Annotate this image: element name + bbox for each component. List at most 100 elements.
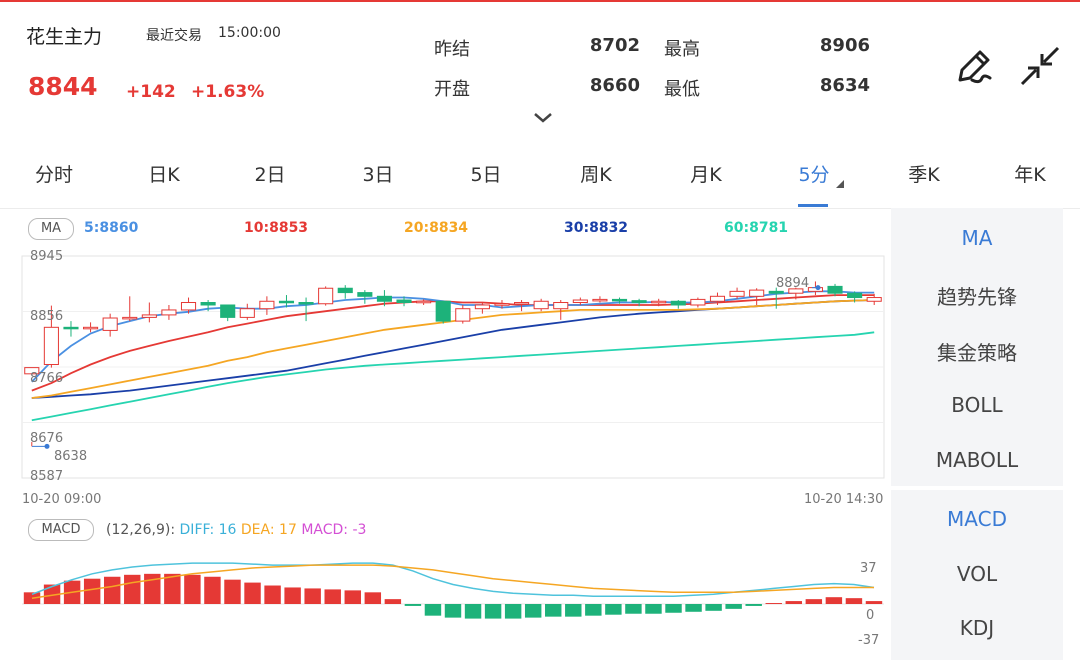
candle-body bbox=[768, 290, 784, 294]
indicator-boll[interactable]: BOLL bbox=[951, 393, 1003, 417]
macd-bar bbox=[785, 601, 803, 604]
macd-badge[interactable]: MACD bbox=[28, 519, 94, 541]
candle-body bbox=[122, 316, 138, 320]
macd-bar bbox=[103, 576, 121, 604]
candle-body bbox=[337, 287, 353, 294]
pen-draw-icon[interactable] bbox=[952, 44, 996, 88]
candle-body bbox=[435, 300, 451, 322]
macd-tick-label: 0 bbox=[866, 608, 875, 623]
tab-monthly[interactable]: 月K bbox=[690, 164, 722, 186]
last-price: 8844 bbox=[28, 72, 98, 101]
max-price-marker: 8894 bbox=[776, 276, 810, 291]
ma10-line bbox=[31, 294, 875, 392]
candle-body bbox=[24, 367, 40, 375]
macd-bar bbox=[484, 604, 502, 619]
macd-bar bbox=[865, 601, 883, 604]
macd-bar bbox=[665, 604, 682, 613]
candle-body bbox=[200, 302, 216, 306]
collapse-arrows-icon[interactable] bbox=[1018, 44, 1062, 88]
tab-quarterly[interactable]: 季K bbox=[908, 164, 940, 186]
macd-tick-label: 37 bbox=[860, 561, 877, 576]
indicator-vol[interactable]: VOL bbox=[956, 562, 998, 586]
macd-tick-label: -37 bbox=[858, 633, 880, 648]
indicator-gold-strategy[interactable]: 集金策略 bbox=[937, 341, 1017, 365]
trade-time: 15:00:00 bbox=[218, 25, 281, 41]
ma30-value: 30:8832 bbox=[564, 220, 629, 236]
active-tab-underline bbox=[798, 204, 828, 207]
candle-body bbox=[847, 292, 863, 299]
quote-value-low: 8634 bbox=[819, 75, 870, 96]
candle-body bbox=[533, 300, 549, 310]
macd-bar bbox=[565, 604, 582, 617]
price-tick-label: 8587 bbox=[30, 469, 64, 484]
tab-3day[interactable]: 3日 bbox=[362, 164, 394, 186]
candle-body bbox=[631, 300, 647, 304]
candle-body bbox=[572, 299, 588, 304]
ma-badge[interactable]: MA bbox=[28, 218, 74, 240]
quote-value-prev-settle: 8702 bbox=[589, 35, 640, 56]
tab-intraday[interactable]: 分时 bbox=[34, 164, 73, 186]
tab-2day[interactable]: 2日 bbox=[254, 164, 286, 186]
indicator-ma[interactable]: MA bbox=[961, 226, 993, 250]
macd-chart[interactable] bbox=[0, 548, 890, 660]
macd-bar bbox=[585, 604, 602, 616]
candle-body bbox=[63, 326, 79, 330]
candle-body bbox=[749, 289, 765, 297]
quote-label-low: 最低 bbox=[664, 79, 700, 100]
candle-body bbox=[474, 304, 490, 310]
candle-body bbox=[376, 295, 392, 302]
indicator-macd[interactable]: MACD bbox=[947, 507, 1007, 531]
tab-yearly[interactable]: 年K bbox=[1014, 164, 1046, 186]
candle-body bbox=[553, 302, 569, 310]
tab-dropdown-icon[interactable] bbox=[836, 180, 844, 188]
macd-bar bbox=[424, 604, 442, 616]
main-indicator-menu: MA 趋势先锋 集金策略 BOLL MABOLL bbox=[891, 208, 1063, 486]
time-end-label: 10-20 14:30 bbox=[804, 492, 884, 507]
top-accent-line bbox=[0, 0, 1080, 2]
candle-body bbox=[690, 298, 706, 306]
ma10-value: 10:8853 bbox=[244, 220, 309, 236]
macd-bar bbox=[545, 604, 562, 617]
macd-bar bbox=[83, 578, 101, 604]
macd-bar bbox=[384, 599, 402, 604]
macd-bar bbox=[464, 604, 482, 619]
macd-bar bbox=[284, 587, 301, 604]
candle-body bbox=[161, 309, 177, 316]
candle-body bbox=[396, 299, 412, 304]
instrument-name: 花生主力 bbox=[26, 26, 103, 48]
macd-bar bbox=[224, 579, 241, 604]
candle-body bbox=[298, 302, 314, 305]
tab-weekly[interactable]: 周K bbox=[580, 164, 612, 186]
indicator-maboll[interactable]: MABOLL bbox=[935, 448, 1019, 472]
macd-bar bbox=[625, 604, 642, 614]
candle-body bbox=[514, 302, 530, 305]
candle-body bbox=[416, 300, 432, 304]
tab-5day[interactable]: 5日 bbox=[470, 164, 502, 186]
macd-bar bbox=[164, 573, 181, 604]
price-chart[interactable] bbox=[0, 240, 890, 510]
indicator-kdj[interactable]: KDJ bbox=[959, 616, 995, 640]
quote-value-open: 8660 bbox=[589, 75, 640, 96]
candle-body bbox=[729, 290, 745, 297]
candle-body bbox=[592, 298, 608, 302]
macd-bar bbox=[184, 574, 201, 604]
candle-body bbox=[651, 300, 667, 304]
price-change-percent: +1.63% bbox=[191, 82, 265, 102]
macd-value: MACD: -3 bbox=[301, 522, 367, 538]
candle-body bbox=[259, 300, 275, 310]
tab-5min[interactable]: 5分 bbox=[798, 164, 830, 186]
candle-body bbox=[239, 308, 255, 318]
tab-daily[interactable]: 日K bbox=[148, 164, 180, 186]
macd-dea-line bbox=[31, 564, 874, 599]
macd-dea-value: DEA: 17 bbox=[240, 522, 297, 538]
chevron-down-icon[interactable] bbox=[532, 110, 554, 124]
sub-indicator-menu: MACD VOL KDJ bbox=[891, 490, 1063, 660]
macd-bar bbox=[685, 604, 702, 612]
indicator-trend-pioneer[interactable]: 趋势先锋 bbox=[937, 285, 1017, 309]
candle-body bbox=[220, 304, 236, 318]
macd-bar bbox=[845, 598, 863, 604]
macd-bar bbox=[745, 604, 762, 606]
macd-bar bbox=[765, 603, 782, 605]
candle-body bbox=[357, 292, 373, 297]
ma5-value: 5:8860 bbox=[84, 220, 139, 236]
